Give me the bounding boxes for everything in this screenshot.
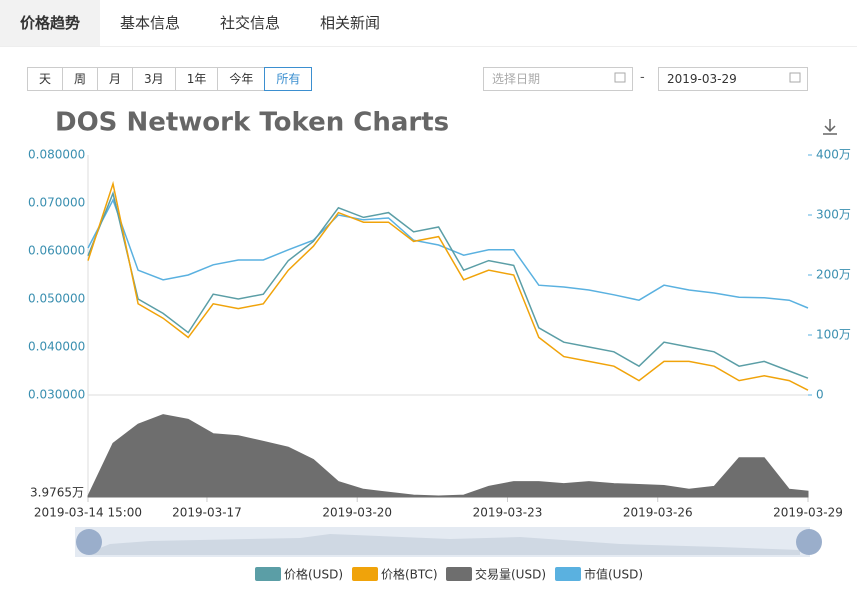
legend-swatch — [555, 567, 581, 581]
legend-swatch — [255, 567, 281, 581]
x-tick-label: 2019-03-14 15:00 — [34, 506, 142, 520]
download-icon[interactable] — [823, 119, 837, 135]
volume-tick-label: 3.9765万 — [30, 486, 84, 500]
legend-label: 价格(BTC) — [381, 567, 438, 582]
date-separator: - — [640, 70, 645, 85]
x-tick-label: 2019-03-23 — [473, 506, 543, 520]
series-line — [87, 190, 809, 379]
legend-item[interactable]: 交易量(USD) — [446, 567, 546, 582]
range-buttons: 天周月 3月 1年 今年 所有 — [27, 67, 313, 91]
y2-tick-label: 200万 — [816, 268, 851, 282]
series-line — [87, 180, 809, 391]
date-from[interactable]: 选择日期 — [483, 67, 633, 91]
volume-area — [87, 414, 809, 498]
range-button[interactable]: 所有 — [264, 67, 313, 91]
legend-swatch — [446, 567, 472, 581]
x-tick-label: 2019-03-20 — [322, 506, 392, 520]
chart-title: DOS Network Token Charts — [55, 108, 449, 138]
y-tick-label: 0.030000 — [28, 388, 85, 402]
tab-bar: 价格趋势 基本信息 社交信息 相关新闻 — [0, 0, 857, 47]
y-tick-label: 0.070000 — [28, 196, 85, 210]
tab[interactable]: 相关新闻 — [320, 14, 381, 32]
y-tick-label: 0.060000 — [28, 244, 85, 258]
series-line — [87, 198, 809, 309]
x-tick-label: 2019-03-29 — [773, 506, 843, 520]
y2-tick-label: 300万 — [816, 208, 851, 222]
y2-tick-label: 400万 — [816, 148, 851, 162]
x-tick-label: 2019-03-17 — [172, 506, 242, 520]
navigator-handle[interactable] — [76, 529, 102, 555]
tab[interactable]: 社交信息 — [220, 14, 281, 32]
legend-item[interactable]: 市值(USD) — [555, 567, 643, 582]
y2-tick-label: 0 — [816, 388, 824, 402]
calendar-icons — [614, 72, 801, 83]
y-tick-label: 0.080000 — [28, 148, 85, 162]
navigator-handle[interactable] — [796, 529, 822, 555]
tab[interactable]: 基本信息 — [120, 14, 181, 32]
y2-tick-label: 100万 — [816, 328, 851, 342]
legend-item[interactable]: 价格(USD) — [255, 567, 343, 582]
legend-label: 交易量(USD) — [475, 567, 546, 582]
legend-swatch — [352, 567, 378, 581]
legend-label: 价格(USD) — [284, 567, 343, 582]
legend-item[interactable]: 价格(BTC) — [352, 567, 438, 582]
date-to[interactable]: 2019-03-29 — [658, 67, 808, 91]
navigator-preview — [90, 534, 800, 555]
y-tick-label: 0.040000 — [28, 340, 85, 354]
y-tick-label: 0.050000 — [28, 292, 85, 306]
tab[interactable]: 价格趋势 — [0, 0, 101, 46]
legend-label: 市值(USD) — [584, 567, 643, 582]
x-tick-label: 2019-03-26 — [623, 506, 693, 520]
date-placeholder: 选择日期 — [492, 72, 541, 86]
date-value: 2019-03-29 — [667, 72, 737, 86]
